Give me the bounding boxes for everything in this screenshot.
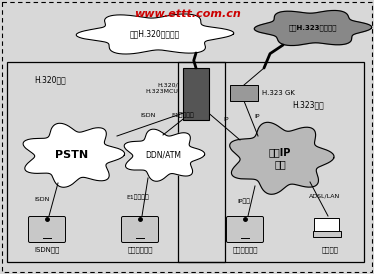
Text: 国家H.320视讯网络: 国家H.320视讯网络 [130, 30, 180, 39]
Text: H.323 GK: H.323 GK [262, 90, 295, 96]
Text: 宽带用户: 宽带用户 [322, 246, 338, 253]
FancyBboxPatch shape [227, 216, 264, 242]
Text: IP: IP [223, 117, 229, 122]
Text: 大型商业用户: 大型商业用户 [232, 246, 258, 253]
Text: ISDN用户: ISDN用户 [34, 246, 60, 253]
Polygon shape [230, 122, 334, 194]
FancyBboxPatch shape [28, 216, 65, 242]
FancyBboxPatch shape [122, 216, 159, 242]
Text: IP: IP [254, 113, 260, 118]
Polygon shape [76, 14, 234, 54]
Bar [178, 62, 364, 262]
Text: 大型商业用户: 大型商业用户 [127, 246, 153, 253]
Text: H.320方式: H.320方式 [34, 76, 66, 84]
Text: E1数字专线: E1数字专线 [127, 195, 149, 200]
Polygon shape [254, 10, 372, 45]
Polygon shape [124, 129, 205, 181]
FancyBboxPatch shape [315, 218, 340, 232]
Text: E1数字专线: E1数字专线 [172, 112, 194, 118]
Text: 国家H.323视讯网络: 国家H.323视讯网络 [289, 25, 337, 31]
Polygon shape [23, 123, 125, 187]
Text: ADSL/LAN: ADSL/LAN [309, 193, 341, 198]
Bar [7, 62, 225, 262]
Text: ISDN: ISDN [34, 197, 50, 202]
Text: PSTN: PSTN [55, 150, 89, 160]
Text: 宽带IP
网络: 宽带IP 网络 [269, 147, 291, 169]
Text: DDN/ATM: DDN/ATM [145, 150, 181, 159]
Text: IP专线: IP专线 [237, 198, 251, 204]
FancyBboxPatch shape [230, 85, 258, 101]
Text: www.ettt.com.cn: www.ettt.com.cn [134, 9, 240, 19]
FancyBboxPatch shape [313, 231, 341, 237]
FancyBboxPatch shape [183, 68, 209, 120]
Text: H.323方式: H.323方式 [292, 101, 324, 110]
Text: ISDN: ISDN [140, 113, 156, 118]
Text: H.320/
H.323MCU: H.320/ H.323MCU [145, 82, 178, 94]
